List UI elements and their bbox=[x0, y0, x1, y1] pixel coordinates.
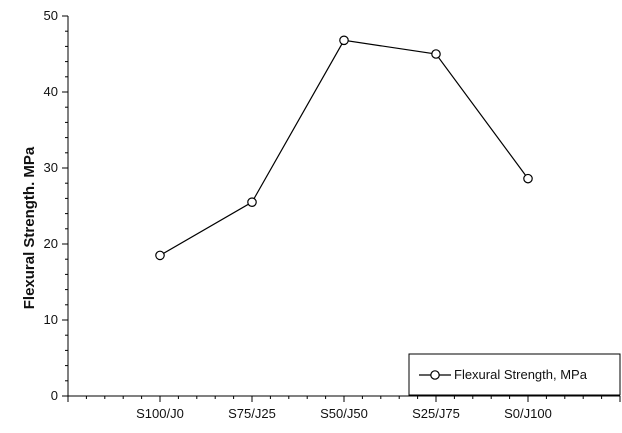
y-tick-label: 10 bbox=[44, 312, 58, 327]
y-axis: 0 10 20 30 40 50 bbox=[44, 8, 69, 403]
y-tick-label: 50 bbox=[44, 8, 58, 23]
x-tick-label: S50/J50 bbox=[320, 406, 368, 421]
data-point bbox=[155, 250, 165, 261]
data-point bbox=[523, 173, 533, 184]
y-tick-label: 30 bbox=[44, 160, 58, 175]
series-line bbox=[159, 39, 529, 256]
legend-label: Flexural Strength, MPa bbox=[454, 367, 588, 382]
data-point bbox=[431, 49, 441, 59]
x-tick-label: S25/J75 bbox=[412, 406, 460, 421]
x-tick-label: S75/J25 bbox=[228, 406, 276, 421]
x-axis: S100/J0 S75/J25 S50/J50 S25/J75 S0/J100 bbox=[67, 395, 621, 421]
series bbox=[155, 35, 533, 261]
y-tick-label: 40 bbox=[44, 84, 58, 99]
data-point bbox=[339, 35, 349, 46]
x-tick-label: S0/J100 bbox=[504, 406, 552, 421]
legend: Flexural Strength, MPa bbox=[408, 353, 621, 396]
y-axis-label: Flexural Strength. MPa bbox=[21, 146, 38, 309]
y-tick-label: 0 bbox=[51, 388, 58, 403]
y-tick-label: 20 bbox=[44, 236, 58, 251]
legend-marker bbox=[430, 370, 440, 380]
data-point bbox=[247, 197, 257, 207]
x-tick-label: S100/J0 bbox=[136, 406, 184, 421]
